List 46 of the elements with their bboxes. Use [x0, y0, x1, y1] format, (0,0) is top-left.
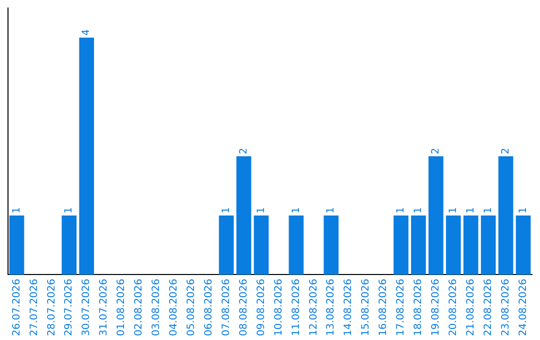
x-tick-label: 19.08.2026	[430, 278, 442, 336]
x-tick-label: 21.08.2026	[465, 278, 476, 336]
data-label: 1	[413, 207, 424, 214]
x-tick-label: 22.08.2026	[482, 278, 494, 336]
x-tick-label: 03.08.2026	[151, 278, 162, 336]
x-tick-label: 24.08.2026	[518, 278, 529, 336]
x-tick-label: 15.08.2026	[360, 278, 372, 336]
x-tick-label: 23.08.2026	[500, 278, 512, 336]
data-label: 4	[81, 29, 92, 36]
data-label: 2	[430, 148, 442, 154]
x-tick-label: 26.07.2026	[11, 278, 22, 336]
x-tick-label: 13.08.2026	[326, 278, 337, 336]
x-tick-label: 28.07.2026	[46, 278, 58, 336]
x-tick-label: 02.08.2026	[134, 278, 145, 336]
data-label: 1	[482, 207, 494, 214]
x-tick-label: 30.07.2026	[81, 278, 92, 336]
data-label: 2	[238, 148, 250, 154]
x-tick-label: 05.08.2026	[186, 278, 197, 336]
data-label: 1	[256, 207, 267, 214]
x-tick-label: 10.08.2026	[273, 278, 284, 336]
x-tick-label: 11.08.2026	[290, 278, 302, 336]
data-label: 1	[64, 207, 75, 214]
x-tick-label: 08.08.2026	[238, 278, 250, 336]
x-tick-label: 07.08.2026	[220, 278, 232, 336]
data-label: 2	[500, 148, 512, 154]
x-tick-label: 16.08.2026	[378, 278, 390, 336]
x-tick-label: 12.08.2026	[308, 278, 320, 336]
data-label: 1	[518, 207, 529, 214]
x-tick-label: 29.07.2026	[64, 278, 75, 336]
data-label: 1	[220, 207, 232, 214]
x-tick-label: 17.08.2026	[396, 278, 407, 336]
data-label: 1	[448, 207, 459, 214]
x-tick-label: 18.08.2026	[413, 278, 424, 336]
data-label: 1	[396, 207, 407, 214]
data-label: 1	[326, 207, 337, 214]
x-tick-label: 31.07.2026	[98, 278, 110, 336]
data-label: 1	[465, 207, 476, 214]
x-tick-label: 09.08.2026	[256, 278, 267, 336]
x-tick-label: 04.08.2026	[168, 278, 180, 336]
x-tick-label: 27.07.2026	[28, 278, 40, 336]
x-tick-label: 20.08.2026	[448, 278, 459, 336]
x-tick-label: 06.08.2026	[203, 278, 214, 336]
x-tick-label: 01.08.2026	[116, 278, 128, 336]
x-tick-label: 14.08.2026	[343, 278, 354, 336]
data-label: 1	[11, 207, 22, 214]
data-label: 1	[290, 207, 302, 214]
